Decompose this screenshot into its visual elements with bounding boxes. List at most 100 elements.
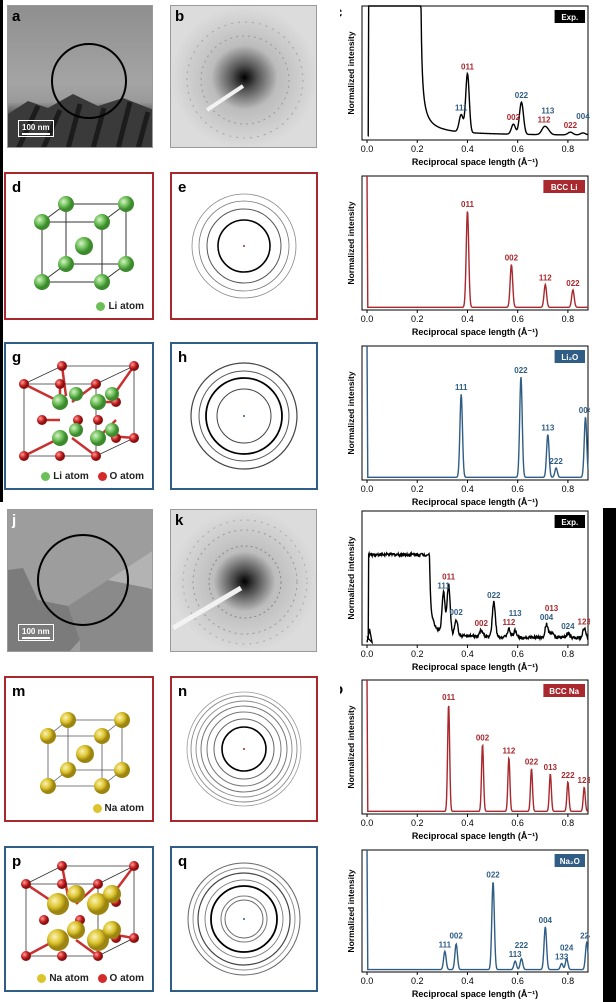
x-tick-label: 0.6 [511,976,524,986]
panel-m-bcc-na-structure: m Na atom [4,676,154,822]
y-axis-label: Normalized intensity [346,536,356,619]
sample-badge-label: BCC Li [551,183,578,192]
rings-h [190,362,298,470]
li-atom-dot [41,472,51,481]
rings-n [186,691,302,807]
panel-label-m: m [12,683,26,700]
selected-area-circle [51,43,127,119]
panel-q-simulated-rings: q [170,846,318,992]
panel-a-tem-image: a 100 nm [7,5,153,148]
panel-k-diffraction-pattern: k [170,509,317,652]
intensity-line [366,849,589,971]
x-axis-label: Reciprocal space length (Å⁻¹) [412,831,538,841]
peak-label-013: 013 [545,604,559,613]
peak-label-222: 222 [549,457,563,466]
x-tick-label: 0.2 [411,818,424,828]
x-tick-label: 0.0 [361,818,374,828]
panel-label-a: a [12,8,21,25]
peak-label-224: 224 [580,932,590,941]
x-tick-label: 0.8 [562,818,575,828]
y-axis-label: Normalized intensity [346,201,356,284]
plot-frame [361,510,589,646]
peak-label-022: 022 [525,757,539,766]
x-tick-label: 0.4 [461,314,474,324]
plot-frame [361,175,589,311]
peak-label-111: 111 [439,940,452,949]
plot-frame [361,849,589,973]
particle-1 [8,568,80,651]
peak-label-013: 013 [544,763,558,772]
sample-badge-label: Exp. [561,13,578,22]
panel-label-k: k [175,512,184,529]
x-tick-label: 0.8 [562,144,575,154]
diffraction-k [171,510,316,651]
x-axis-label: Reciprocal space length (Å⁻¹) [412,497,538,507]
peak-label-123: 123 [578,617,590,626]
beam-stop [205,84,245,112]
panel-l-chart: 111 011 002 002 022 112 113 004 013 024 123 0.0 0.2 0… [340,507,590,675]
peak-label-112: 112 [502,618,515,627]
peak-label-222: 222 [561,771,575,780]
legend-p-o: O atom [109,973,144,984]
x-tick-label: 0.2 [411,484,424,494]
peak-label-002: 002 [475,619,489,628]
sample-texture [16,101,151,147]
legend-m: Na atom [92,803,144,814]
peak-label-111: 111 [437,581,450,590]
y-axis-label: Normalized intensity [346,869,356,952]
x-tick-label: 0.4 [461,649,474,659]
peak-label-022: 022 [566,279,580,288]
peak-label-022: 022 [564,121,578,130]
diffraction-b [171,6,316,147]
rings-e [191,193,297,299]
x-tick-label: 0.2 [411,649,424,659]
panel-b-diffraction-pattern: b [170,5,317,148]
peak-label-022: 022 [486,871,500,880]
panel-label-q: q [178,853,188,870]
plot-frame [361,345,589,481]
panel-o-chart: 011 002 112 022 013 222 123 0.0 0.2 0.4 0.6 0.8 Reci… [340,676,590,844]
sample-badge [543,684,585,697]
x-axis-label: Reciprocal space length (Å⁻¹) [412,662,538,672]
sample-badge-label: Li₂O [561,353,578,362]
x-tick-label: 0.0 [361,649,374,659]
legend-p-na: Na atom [49,973,89,984]
na-atom-dot [37,974,47,983]
x-tick-label: 0.6 [511,144,524,154]
peak-label-123: 123 [578,776,590,785]
x-tick-label: 0.0 [361,144,374,154]
peak-label-004: 004 [576,112,590,121]
peak-label-113: 113 [541,107,554,116]
legend-d-li: Li atom [108,301,144,312]
panel-p-na2o-structure: p Na atom O atom [4,846,154,992]
panel-label-d: d [12,179,22,196]
peak-label-112: 112 [538,116,551,125]
panel-label-g: g [12,349,22,366]
x-axis-label: Reciprocal space length (Å⁻¹) [412,989,538,999]
scale-bar-a-label: 100 nm [22,123,50,132]
y-axis-label: Normalized intensity [346,31,356,114]
beam-stop [171,585,243,631]
panel-c-chart: 111 011 002 022 112 113 022 004 0.0 0.2 0.4 0.6 0.8 R… [340,2,590,170]
x-axis-label: Reciprocal space length (Å⁻¹) [412,157,538,167]
tem-image-j [8,534,152,651]
chart-i: 111 022 113 222 004 0.0 0.2 0.4 0.6 0.8 Reciprocal… [346,345,590,507]
peak-label-002: 002 [505,253,519,262]
peak-label-002: 002 [449,931,463,940]
peak-label-111: 111 [455,383,468,392]
scale-bar-j-label: 100 nm [22,627,50,636]
intensity-line [366,175,588,309]
scale-bar-a: 100 nm [18,120,54,137]
legend-p: Na atom O atom [37,973,144,984]
sample-badge [554,350,585,363]
panel-d-bcc-li-structure: d Li atom [4,172,154,320]
plot-frame [361,679,589,815]
x-tick-label: 0.8 [562,484,575,494]
x-tick-label: 0.2 [411,314,424,324]
peak-label-222: 222 [515,941,529,950]
